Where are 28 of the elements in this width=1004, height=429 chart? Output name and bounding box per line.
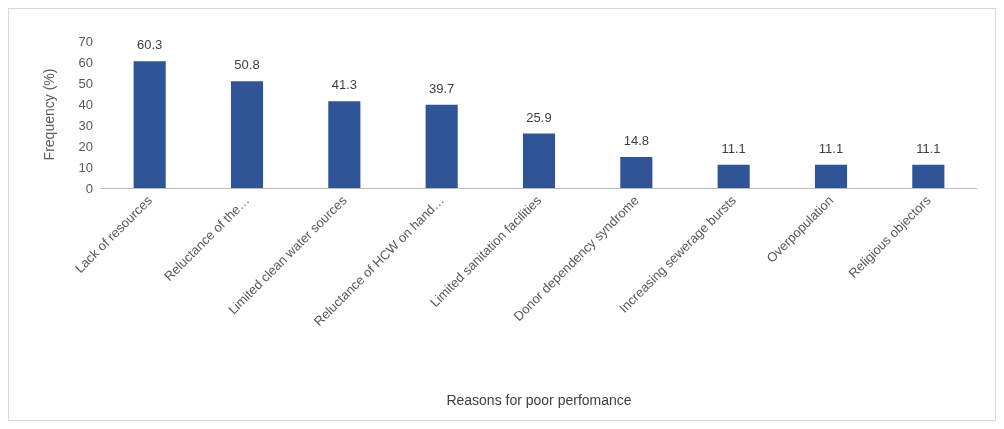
bar <box>522 133 556 188</box>
data-label: 11.1 <box>916 140 941 156</box>
y-axis-title: Frequency (%) <box>41 68 57 161</box>
y-tick-label: 40 <box>78 96 93 112</box>
y-tick-label: 50 <box>78 75 93 91</box>
y-tick-label: 0 <box>85 180 93 196</box>
data-label: 39.7 <box>429 80 455 96</box>
bar <box>425 104 458 188</box>
bar <box>912 164 945 188</box>
y-tick-label: 10 <box>78 159 93 175</box>
y-tick-label: 20 <box>78 138 93 154</box>
y-tick-label: 70 <box>78 33 93 49</box>
data-label: 60.3 <box>137 37 163 53</box>
bar <box>814 164 848 188</box>
y-tick-label: 60 <box>78 54 93 70</box>
bar <box>230 81 264 188</box>
x-axis-title: Reasons for poor perfomance <box>446 392 632 408</box>
bar <box>620 156 653 188</box>
data-label: 11.1 <box>818 140 844 156</box>
data-label: 25.9 <box>526 109 552 125</box>
bar <box>133 61 166 188</box>
data-label: 41.3 <box>331 77 357 93</box>
data-label: 11.1 <box>721 140 746 156</box>
bar <box>328 101 361 188</box>
y-tick-label: 30 <box>78 117 93 133</box>
data-label: 14.8 <box>623 132 649 148</box>
data-label: 50.8 <box>234 57 260 73</box>
bar <box>717 164 750 188</box>
